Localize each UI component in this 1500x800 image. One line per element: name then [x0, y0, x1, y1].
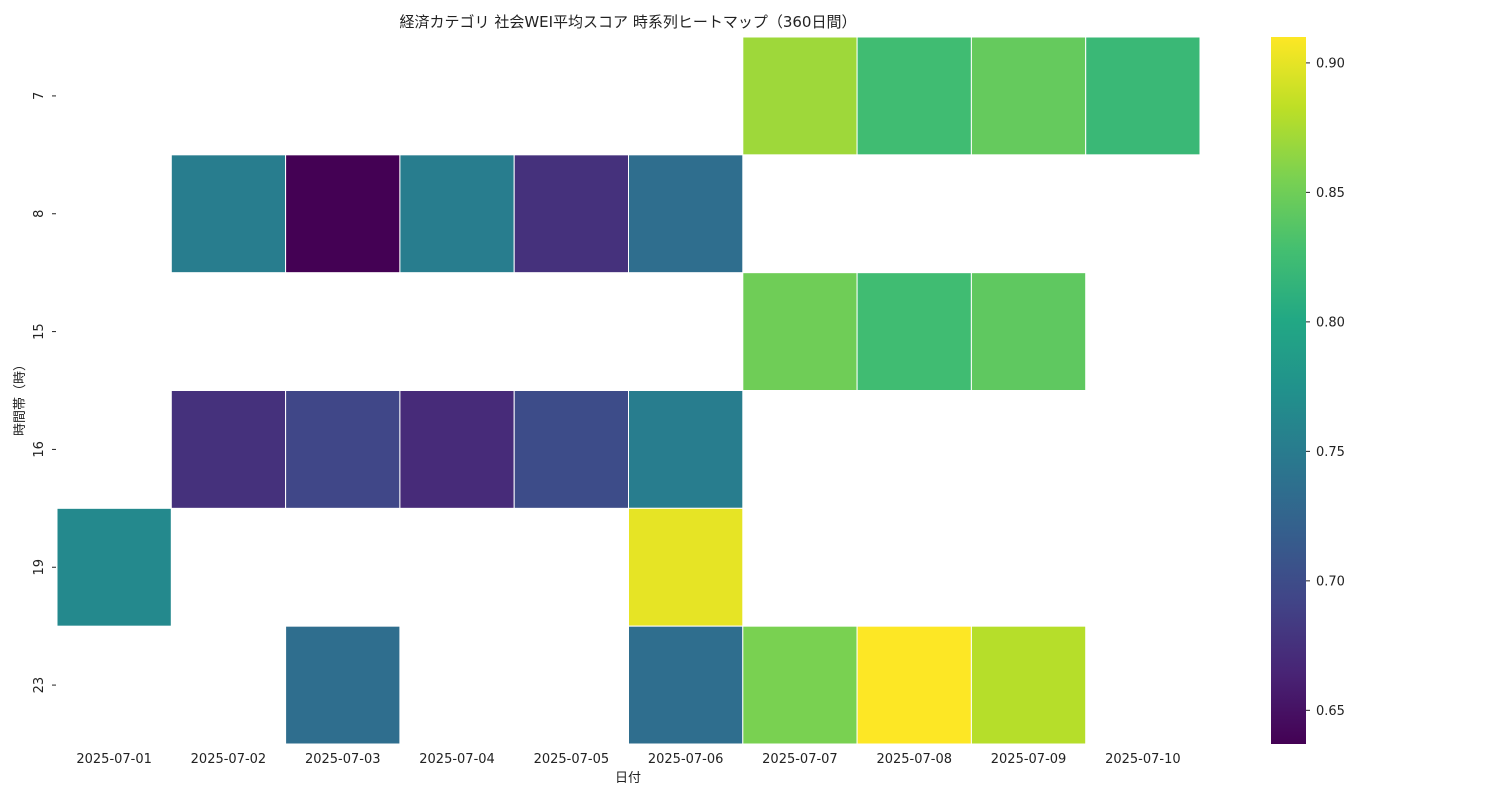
heatmap-cell	[285, 390, 401, 509]
colorbar-tick-label: 0.70	[1316, 574, 1345, 589]
x-tick-label: 2025-07-10	[1105, 752, 1181, 767]
y-axis-label: 時間帯（時）	[13, 358, 28, 436]
x-tick-label: 2025-07-06	[648, 752, 724, 767]
heatmap-cell	[170, 154, 287, 274]
y-tick-label: 15	[32, 323, 47, 340]
heatmap-cell	[970, 36, 1087, 156]
colorbar-tick-label: 0.80	[1316, 315, 1345, 330]
heatmap-cell	[1085, 36, 1201, 156]
heatmap-cell	[628, 507, 744, 627]
y-tick-label: 19	[32, 559, 47, 576]
heatmap-cell	[970, 625, 1087, 745]
x-tick-label: 2025-07-03	[305, 752, 381, 767]
x-tick-label: 2025-07-07	[762, 752, 838, 767]
x-axis-label: 日付	[615, 771, 641, 786]
heatmap-cell	[742, 272, 858, 391]
heatmap-cell	[970, 272, 1087, 391]
x-tick-label: 2025-07-04	[419, 752, 495, 767]
heatmap-cell	[513, 390, 630, 509]
x-tick-label: 2025-07-09	[991, 752, 1067, 767]
heatmap-cell	[399, 390, 515, 509]
heatmap-cell	[628, 625, 744, 745]
colorbar-tick-label: 0.85	[1316, 186, 1345, 201]
x-tick-label: 2025-07-01	[76, 752, 152, 767]
heatmap-cell	[856, 625, 972, 745]
heatmap-cell	[856, 36, 972, 156]
colorbar-tick-label: 0.90	[1316, 56, 1345, 71]
x-axis-ticks: 2025-07-01 2025-07-02 2025-07-03 2025-07-04…	[76, 752, 1180, 767]
y-tick-label: 8	[32, 210, 47, 218]
y-axis-ticks: 7 8 15 16 19 23	[32, 92, 56, 694]
heatmap-cell	[856, 272, 972, 391]
heatmap-cell	[513, 154, 630, 274]
x-tick-label: 2025-07-08	[876, 752, 952, 767]
colorbar-ticks: 0.65 0.70 0.75 0.80 0.85 0.90	[1306, 56, 1345, 719]
heatmap-cell	[742, 625, 858, 745]
heatmap-cell	[56, 507, 172, 627]
heatmap-cells	[56, 36, 1201, 745]
x-tick-label: 2025-07-05	[534, 752, 610, 767]
heatmap-cell	[285, 154, 401, 274]
y-tick-label: 7	[32, 92, 47, 100]
y-tick-label: 23	[32, 677, 47, 694]
heatmap-cell	[628, 154, 744, 274]
y-tick-label: 16	[32, 441, 47, 458]
heatmap-cell	[742, 36, 858, 156]
heatmap-cell	[170, 390, 287, 509]
x-tick-label: 2025-07-02	[191, 752, 267, 767]
colorbar-tick-label: 0.65	[1316, 704, 1345, 719]
heatmap-cell	[399, 154, 515, 274]
chart-title: 経済カテゴリ 社会WEI平均スコア 時系列ヒートマップ（360日間）	[400, 13, 857, 31]
colorbar-tick-label: 0.75	[1316, 445, 1345, 460]
colorbar	[1271, 37, 1306, 744]
heatmap-cell	[628, 390, 744, 509]
heatmap-cell	[285, 625, 401, 745]
colorbar-gradient	[1271, 37, 1306, 744]
